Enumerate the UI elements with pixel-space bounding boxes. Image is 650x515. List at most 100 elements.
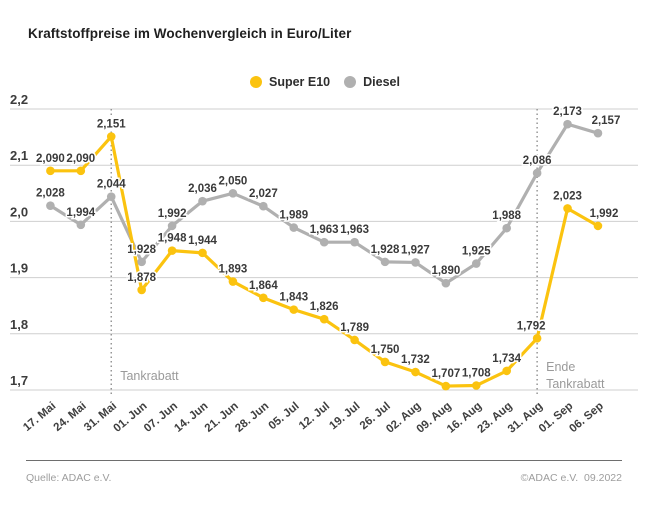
data-point bbox=[259, 293, 268, 303]
data-point-label: 1,893 bbox=[219, 264, 248, 276]
data-point bbox=[563, 119, 572, 129]
data-point-label: 1,992 bbox=[158, 208, 187, 220]
data-point-label: 1,925 bbox=[462, 246, 491, 258]
data-point-label: 1,826 bbox=[310, 301, 339, 313]
data-point bbox=[593, 221, 603, 231]
data-point-label: 2,157 bbox=[592, 115, 621, 127]
data-point-label: 2,090 bbox=[66, 153, 95, 165]
data-point-label: 1,992 bbox=[590, 208, 619, 220]
y-tick-label: 1,9 bbox=[10, 261, 28, 276]
data-point bbox=[228, 189, 238, 198]
data-point bbox=[380, 357, 390, 367]
legend-item-super-e10: Super E10 bbox=[250, 75, 330, 89]
footer-divider bbox=[26, 460, 622, 461]
data-point-label: 1,707 bbox=[431, 368, 460, 380]
x-tick-label: 06. Sep bbox=[567, 400, 606, 435]
copyright: ©ADAC e.V. 09.2022 bbox=[520, 472, 622, 484]
x-tick-label: 05. Jul bbox=[267, 400, 302, 432]
data-point bbox=[167, 221, 177, 231]
data-point bbox=[289, 305, 299, 314]
chart-line-super-e10 bbox=[48, 134, 600, 388]
data-point bbox=[441, 381, 451, 391]
data-point-label: 2,036 bbox=[188, 183, 217, 195]
data-point bbox=[471, 381, 481, 390]
data-point-label: 1,994 bbox=[66, 207, 95, 219]
data-point bbox=[319, 314, 329, 324]
data-point-label: 2,027 bbox=[249, 188, 278, 200]
chart-line-diesel bbox=[48, 122, 600, 285]
data-point bbox=[350, 335, 359, 345]
x-tick-label: 12. Jul bbox=[297, 400, 332, 432]
data-point-label: 1,989 bbox=[279, 210, 308, 222]
legend-dot-super-e10 bbox=[250, 76, 262, 88]
x-tick-label: 14. Jun bbox=[172, 400, 210, 435]
x-tick-label: 21. Jun bbox=[203, 400, 241, 435]
data-point-label: 2,086 bbox=[523, 155, 552, 167]
legend-label-diesel: Diesel bbox=[363, 75, 400, 89]
data-point-label: 2,023 bbox=[553, 190, 582, 202]
data-point bbox=[137, 257, 146, 267]
y-tick-label: 2,1 bbox=[10, 148, 28, 163]
data-point-label: 2,044 bbox=[97, 179, 126, 191]
data-point-label: 1,843 bbox=[279, 292, 308, 304]
x-tick-label: 24. Mai bbox=[52, 400, 89, 434]
y-tick-label: 1,8 bbox=[10, 317, 28, 332]
data-point-label: 1,750 bbox=[371, 344, 400, 356]
legend-label-super-e10: Super E10 bbox=[269, 75, 331, 89]
chart-legend: Super E10 Diesel bbox=[0, 75, 650, 89]
data-point-label: 1,944 bbox=[188, 235, 217, 247]
data-point-label: 2,050 bbox=[219, 175, 248, 187]
data-point bbox=[350, 237, 359, 247]
y-tick-label: 2,0 bbox=[10, 204, 28, 219]
data-point bbox=[411, 258, 420, 267]
data-point bbox=[46, 166, 55, 176]
x-tick-label: 07. Jun bbox=[142, 400, 180, 435]
data-point bbox=[502, 223, 512, 233]
data-point-label: 1,732 bbox=[401, 354, 430, 366]
data-point bbox=[76, 220, 86, 230]
data-point-label: 1,734 bbox=[492, 353, 521, 365]
x-tick-label: 28. Jun bbox=[233, 400, 271, 435]
annotation-label: Tankrabatt bbox=[120, 369, 179, 383]
data-point bbox=[259, 201, 268, 211]
data-point-label: 1,928 bbox=[127, 244, 156, 256]
data-point bbox=[198, 196, 207, 206]
data-point bbox=[228, 277, 238, 286]
data-point-label: 1,864 bbox=[249, 280, 278, 292]
data-point bbox=[289, 223, 299, 232]
data-point bbox=[106, 132, 116, 141]
y-tick-label: 2,2 bbox=[10, 92, 28, 107]
data-point-label: 2,028 bbox=[36, 188, 65, 200]
data-point-label: 1,988 bbox=[492, 210, 521, 222]
y-tick-label: 1,7 bbox=[10, 373, 28, 388]
data-point-label: 1,878 bbox=[127, 272, 156, 284]
data-point-label: 1,963 bbox=[340, 224, 369, 236]
legend-dot-diesel bbox=[344, 76, 357, 88]
page-title: Kraftstoffpreise im Wochenvergleich in E… bbox=[28, 26, 352, 41]
data-point bbox=[46, 201, 55, 210]
x-tick-label: 01. Jun bbox=[112, 400, 150, 435]
annotation-label: Tankrabatt bbox=[546, 377, 605, 391]
data-point bbox=[411, 367, 420, 377]
data-point bbox=[563, 204, 572, 213]
data-point-label: 1,890 bbox=[431, 265, 460, 277]
data-point bbox=[593, 128, 603, 138]
data-point-label: 2,151 bbox=[97, 119, 126, 131]
data-point-label: 1,963 bbox=[310, 224, 339, 236]
data-point-label: 2,173 bbox=[553, 106, 582, 118]
data-point-label: 2,090 bbox=[36, 153, 65, 165]
footer: Quelle: ADAC e.V. ©ADAC e.V. 09.2022 bbox=[26, 472, 622, 484]
data-point bbox=[380, 257, 390, 267]
data-point bbox=[137, 285, 146, 295]
data-point bbox=[471, 259, 481, 268]
data-point bbox=[532, 168, 542, 178]
x-tick-label: 31. Aug bbox=[506, 400, 545, 436]
data-point bbox=[106, 192, 116, 201]
data-point-label: 1,792 bbox=[517, 320, 546, 332]
data-point bbox=[441, 278, 451, 288]
annotation-label: Ende bbox=[546, 360, 575, 374]
source-credit: Quelle: ADAC e.V. bbox=[26, 472, 112, 484]
data-point bbox=[532, 333, 542, 343]
